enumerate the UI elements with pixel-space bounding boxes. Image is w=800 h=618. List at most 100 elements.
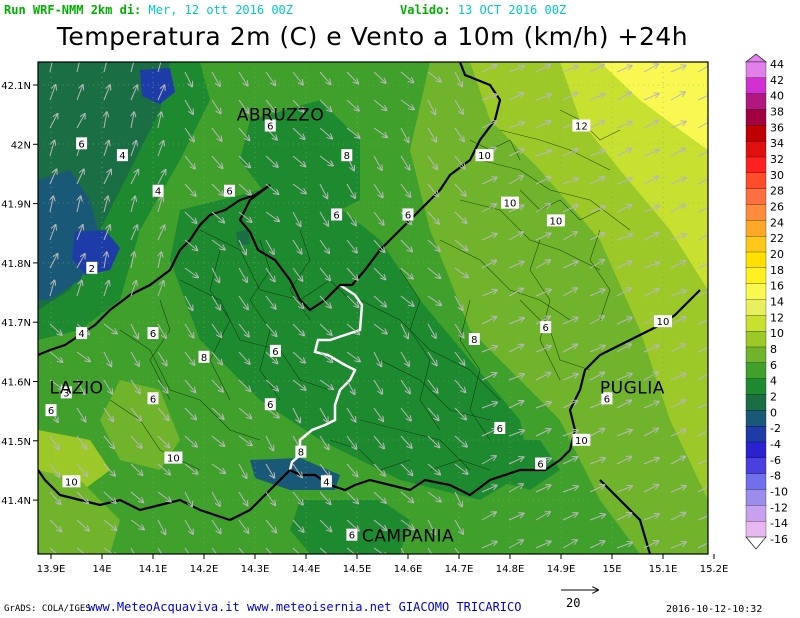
wind-arrow xyxy=(697,319,708,325)
longitude-axis: 13.9E 14E 14.1E 14.2E 14.3E 14.4E 14.5E 14.6E 14… xyxy=(37,554,728,575)
contour-label: 6 xyxy=(267,400,273,411)
contour-label: 12 xyxy=(575,122,588,133)
wind-arrow xyxy=(697,372,708,381)
colorbar-label: -4 xyxy=(770,438,781,451)
wind-arrow xyxy=(211,99,221,113)
colorbar-label: -16 xyxy=(770,533,788,546)
wind-arrow xyxy=(238,183,251,195)
wind-arrow xyxy=(535,94,551,101)
wind-arrow xyxy=(697,233,708,241)
wind-arrow xyxy=(211,547,218,554)
wind-arrow xyxy=(130,225,137,241)
wind-arrow xyxy=(76,114,85,129)
wind-arrow xyxy=(427,99,435,114)
wind-arrow xyxy=(49,114,58,129)
wind-arrow xyxy=(292,491,303,505)
wind-arrow xyxy=(454,463,468,474)
wind-arrow xyxy=(49,323,62,335)
wind-arrow xyxy=(130,170,138,185)
wind-arrow xyxy=(400,351,409,366)
contour-label-bg xyxy=(601,392,613,405)
wind-arrow xyxy=(400,267,413,279)
wind-arrow xyxy=(373,155,382,170)
wind-arrow xyxy=(373,379,382,394)
wind-arrow xyxy=(670,92,685,101)
wind-arrow xyxy=(454,127,464,141)
wind-arrow xyxy=(697,120,708,129)
wind-arrow xyxy=(535,204,550,213)
contour-label-bg xyxy=(540,321,552,334)
wind-arrow xyxy=(427,435,439,447)
wind-arrow xyxy=(157,491,171,502)
wind-arrow xyxy=(184,351,194,365)
wind-arrow xyxy=(184,379,195,392)
contour-label-bg xyxy=(535,457,547,470)
wind-arrow xyxy=(400,155,410,170)
wind-arrow xyxy=(319,379,333,389)
wind-arrow xyxy=(157,225,165,241)
lon-tick-label: 14.8E xyxy=(496,564,525,575)
wind-arrow xyxy=(49,351,62,362)
wind-arrow xyxy=(373,435,384,448)
contour-label-bg xyxy=(341,149,353,162)
wind-arrow xyxy=(238,407,251,418)
contour-label: 10 xyxy=(550,216,563,227)
wind-arrow xyxy=(346,295,359,307)
wind-arrow xyxy=(643,372,658,381)
colorbar-label: -12 xyxy=(770,501,788,514)
wind-arrow xyxy=(319,71,331,84)
wind-arrow xyxy=(454,183,466,196)
wind-arrow xyxy=(454,71,462,86)
wind-arrow xyxy=(670,291,686,297)
wind-arrow xyxy=(697,485,708,493)
wind-arrow xyxy=(346,351,360,361)
colorbar-swatch xyxy=(745,77,767,95)
wind-arrow xyxy=(589,233,605,241)
colorbar-swatch xyxy=(745,61,767,79)
wind-arrow xyxy=(616,486,632,493)
wind-arrow xyxy=(481,317,496,325)
wind-arrow xyxy=(427,351,437,365)
wind-arrow xyxy=(481,178,497,185)
wind-arrow xyxy=(184,127,194,141)
wind-arrow xyxy=(319,491,331,504)
colorbar-label: 16 xyxy=(770,280,784,293)
wind-arrow xyxy=(265,519,276,532)
wind-arrow xyxy=(346,183,355,198)
wind-arrow xyxy=(238,519,248,533)
wind-arrow xyxy=(697,458,708,465)
contour-label-bg xyxy=(76,137,88,150)
colorbar-swatch xyxy=(745,299,767,316)
wind-arrow xyxy=(400,127,409,142)
wind-arrow xyxy=(481,486,497,493)
wind-arrow xyxy=(373,295,386,307)
wind-arrow xyxy=(697,206,708,213)
wind-arrow xyxy=(184,295,193,310)
wind-arrow xyxy=(131,112,134,129)
contour-label: 6 xyxy=(48,406,54,417)
wind-arrow xyxy=(76,62,80,73)
wind-arrow xyxy=(427,407,439,420)
colorbar-label: 2 xyxy=(770,391,777,404)
wind-arrow xyxy=(562,401,577,409)
wind-arrow xyxy=(454,351,464,365)
contour-label: 10 xyxy=(657,317,670,328)
wind-arrow xyxy=(427,183,438,196)
wind-arrow xyxy=(535,346,551,353)
wind-arrow xyxy=(535,373,550,381)
wind-arrow xyxy=(211,323,221,337)
wind-vectors xyxy=(49,62,708,554)
wind-arrow xyxy=(562,487,578,493)
colorbar-label: 10 xyxy=(770,327,784,340)
wind-arrow xyxy=(76,196,81,213)
wind-arrow xyxy=(265,239,274,254)
colorbar-label: 8 xyxy=(770,343,777,356)
wind-arrow xyxy=(697,402,708,409)
wind-arrow xyxy=(49,435,59,449)
wind-arrow xyxy=(238,211,252,222)
wind-arrow xyxy=(103,407,113,421)
wind-arrow xyxy=(562,179,578,185)
colorbar-label: 34 xyxy=(770,137,784,150)
wind-arrow xyxy=(373,351,381,366)
contour-label-bg xyxy=(402,208,414,221)
